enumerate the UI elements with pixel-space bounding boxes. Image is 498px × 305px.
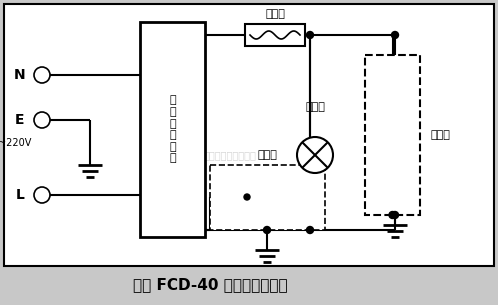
Text: ~220V: ~220V	[0, 138, 32, 148]
Bar	[245, 24, 305, 46]
Bar	[140, 22, 205, 237]
Text: 发热器: 发热器	[430, 130, 450, 140]
Circle shape	[263, 227, 270, 234]
Circle shape	[244, 194, 250, 200]
Text: 杭州睿睿科技限公司: 杭州睿睿科技限公司	[204, 150, 256, 160]
Bar	[210, 165, 325, 230]
Bar	[4, 4, 494, 266]
Circle shape	[34, 67, 50, 83]
Text: 熔断器: 熔断器	[265, 9, 285, 19]
Circle shape	[389, 211, 396, 218]
Text: N: N	[14, 68, 26, 82]
Circle shape	[34, 187, 50, 203]
Bar	[365, 55, 420, 215]
Circle shape	[306, 227, 314, 234]
Circle shape	[391, 211, 398, 218]
Circle shape	[34, 112, 50, 128]
Text: 漏
电
保
护
开
关: 漏 电 保 护 开 关	[169, 95, 176, 163]
Circle shape	[297, 137, 333, 173]
Text: E: E	[15, 113, 25, 127]
Text: 指示灯: 指示灯	[305, 102, 325, 112]
Text: 温控器: 温控器	[257, 150, 277, 160]
Text: L: L	[15, 188, 24, 202]
Circle shape	[306, 31, 314, 38]
Text: 海尔 FCD-40 电热水器电路图: 海尔 FCD-40 电热水器电路图	[132, 278, 287, 292]
Circle shape	[391, 31, 398, 38]
